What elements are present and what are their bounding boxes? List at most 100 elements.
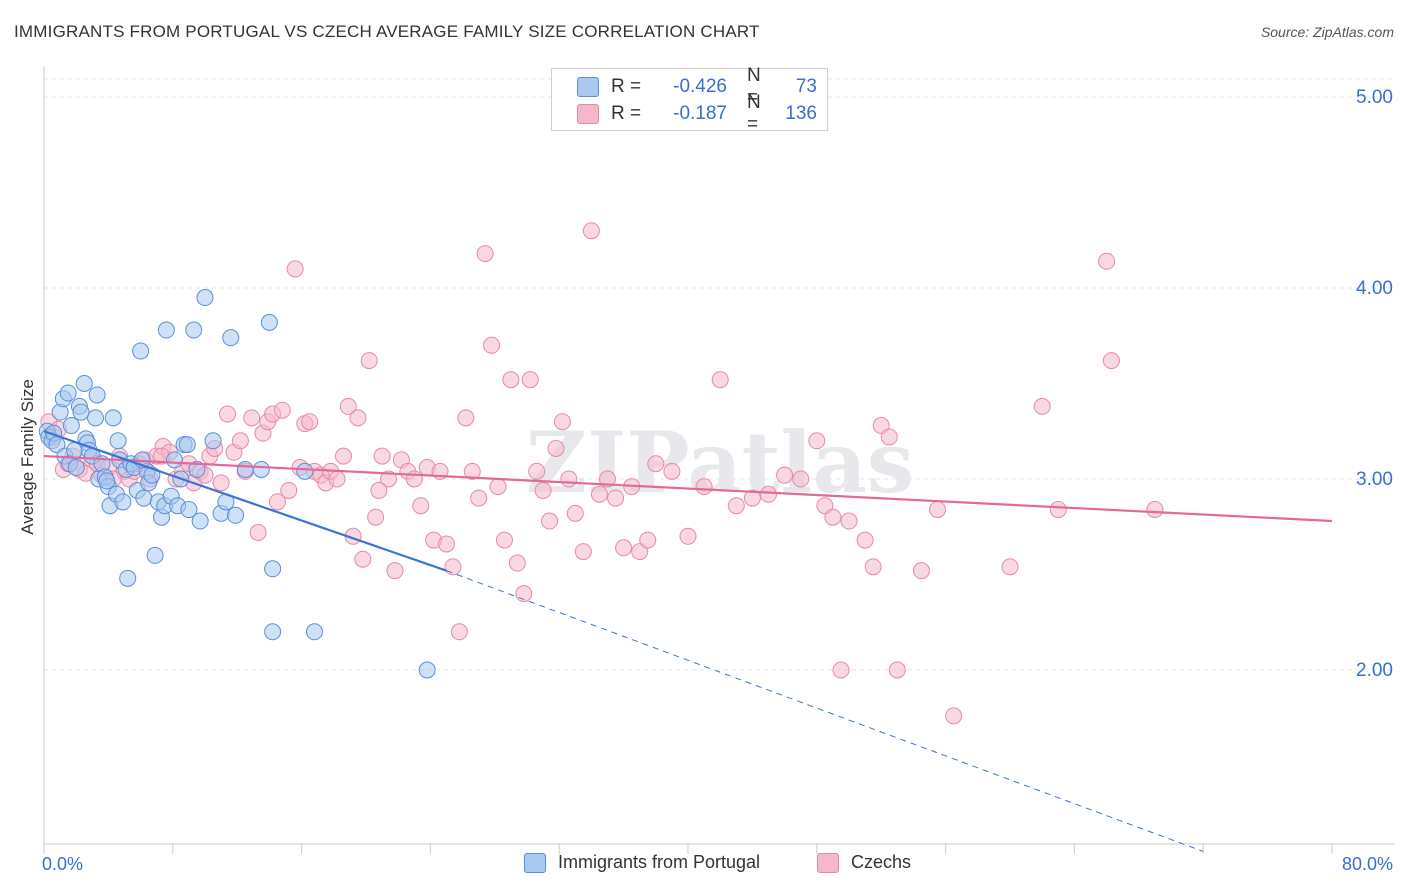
czech-point	[450, 623, 468, 641]
czech-point	[840, 512, 858, 530]
czech-point	[711, 371, 729, 389]
legend-n-value: 136	[785, 103, 817, 124]
czech-point	[386, 562, 404, 580]
portugal-point	[75, 375, 93, 392]
czech-point	[1102, 352, 1120, 370]
legend-r-value: -0.187	[673, 103, 727, 124]
portugal-point	[88, 386, 106, 404]
czech-point	[792, 470, 810, 488]
legend-r-label: R =	[611, 103, 642, 124]
y-tick-label: 3.00	[1356, 469, 1393, 490]
portugal-point	[204, 432, 222, 450]
portugal-point	[264, 623, 282, 641]
czech-point	[1001, 558, 1019, 576]
bottom-legend-label-portugal: Immigrants from Portugal	[558, 852, 761, 872]
portugal-point	[227, 506, 245, 524]
czech-point	[231, 432, 249, 450]
legend-row-czechs: R = -0.187 N = 136	[577, 92, 817, 135]
legend-r-value: -0.426	[673, 76, 727, 97]
portugal-point	[296, 462, 314, 480]
y-axis-label: Average Family Size	[18, 379, 37, 535]
portugal-point	[188, 460, 206, 478]
czech-point	[354, 550, 372, 568]
legend-n-value: 73	[795, 76, 817, 97]
czech-point	[663, 462, 681, 480]
czech-point	[560, 470, 578, 488]
czech-point	[856, 531, 874, 549]
bottom-legend-czechs: Czechs	[817, 852, 911, 873]
czech-point	[470, 489, 488, 507]
bottom-legend-portugal: Immigrants from Portugal	[524, 852, 760, 873]
czech-point	[212, 474, 230, 492]
czech-point	[476, 245, 494, 263]
legend-n-label: N =	[747, 65, 761, 108]
czech-point	[929, 501, 947, 519]
czech-point	[280, 481, 298, 499]
czech-point	[373, 447, 391, 465]
czech-point	[1098, 252, 1116, 270]
czech-point	[808, 432, 826, 450]
czech-point	[553, 413, 571, 431]
czech-point	[1146, 501, 1164, 519]
portugal-point	[191, 512, 209, 530]
czech-point	[508, 554, 526, 572]
czech-point	[590, 485, 608, 503]
portugal-point	[109, 432, 127, 450]
portugal-point	[135, 489, 153, 507]
czech-point	[541, 512, 559, 530]
portugal-point	[104, 409, 122, 427]
czech-point	[412, 497, 430, 515]
czech-point	[521, 371, 539, 389]
czech-point	[880, 428, 898, 446]
czech-point	[370, 481, 388, 499]
legend-swatch-czechs	[577, 104, 599, 124]
portugal-point	[87, 409, 105, 427]
legend-r-label: R =	[611, 76, 642, 97]
czech-point	[349, 409, 367, 427]
portugal-point	[114, 493, 132, 511]
portugal-trend-line	[43, 430, 447, 572]
portugal-trend-extension	[446, 570, 1204, 852]
czech-point	[912, 562, 930, 580]
portugal-point	[180, 501, 198, 519]
czech-point	[463, 462, 481, 480]
portugal-point	[178, 436, 196, 454]
czech-point	[607, 489, 625, 507]
czech-point	[1033, 397, 1051, 415]
czech-point	[776, 466, 794, 484]
legend-n-label: N =	[747, 92, 761, 135]
portugal-point	[305, 623, 323, 641]
portugal-point	[222, 329, 240, 347]
portugal-point	[72, 403, 90, 421]
czech-point	[268, 493, 286, 511]
czech-point	[647, 455, 665, 473]
portugal-point	[157, 321, 175, 339]
portugal-point	[62, 417, 80, 435]
czech-point	[495, 531, 513, 549]
portugal-point	[143, 466, 161, 484]
czech-point	[367, 508, 385, 526]
czech-point	[219, 405, 237, 423]
czech-point	[864, 558, 882, 576]
czech-point	[639, 531, 657, 549]
portugal-point	[119, 569, 137, 587]
portugal-point	[260, 313, 278, 331]
portugal-point	[98, 472, 116, 490]
czech-point	[574, 543, 592, 561]
czech-point	[243, 409, 261, 427]
czech-point	[328, 470, 346, 488]
czech-point	[339, 397, 357, 415]
portugal-point	[418, 661, 436, 679]
czech-point	[679, 527, 697, 545]
chart-title: IMMIGRANTS FROM PORTUGAL VS CZECH AVERAG…	[14, 22, 760, 41]
czech-point	[760, 485, 777, 503]
czech-point	[1049, 501, 1067, 519]
y-tick-label: 4.00	[1356, 278, 1393, 299]
czech-point	[444, 558, 462, 576]
czech-point	[599, 470, 616, 488]
czech-point	[249, 523, 267, 541]
czech-point	[727, 497, 745, 515]
portugal-point	[185, 321, 203, 339]
czech-point	[582, 222, 600, 240]
portugal-point	[132, 342, 150, 360]
